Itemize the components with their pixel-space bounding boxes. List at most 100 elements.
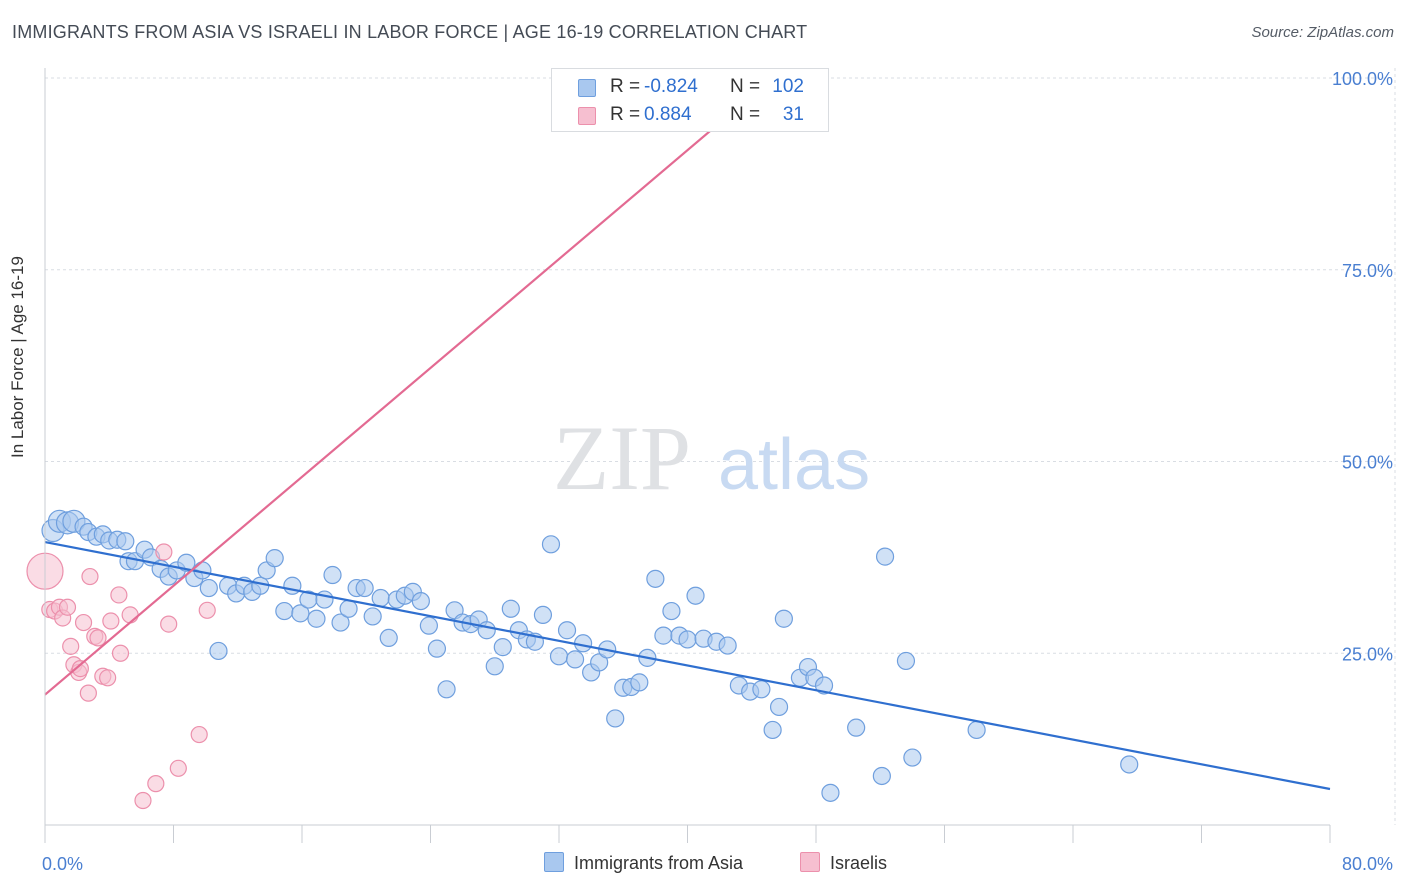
asia-point bbox=[678, 630, 697, 649]
asia-point bbox=[606, 709, 625, 728]
grid-layer bbox=[45, 68, 1396, 825]
asia-point bbox=[541, 535, 561, 554]
israel-point bbox=[58, 598, 77, 616]
asia-point bbox=[565, 650, 585, 669]
legend-row-asia: R = -0.824 N = 102 bbox=[552, 73, 828, 101]
asia-point bbox=[307, 609, 326, 628]
asia-point bbox=[331, 613, 350, 632]
israel-point bbox=[134, 791, 152, 810]
israel-point bbox=[81, 567, 99, 586]
asia-point bbox=[477, 621, 496, 640]
asia-point bbox=[967, 720, 986, 740]
bottom-legend-swatch-asia bbox=[544, 852, 564, 872]
watermark-zip: ZIP bbox=[553, 407, 691, 509]
asia-point bbox=[419, 616, 438, 635]
israel-point bbox=[147, 775, 165, 793]
asia-point bbox=[116, 532, 135, 551]
legend-n-label: N = bbox=[730, 76, 761, 97]
bottom-legend-label-asia: Immigrants from Asia bbox=[574, 853, 744, 873]
asia-point bbox=[557, 621, 577, 640]
israel-point bbox=[99, 669, 117, 687]
israel-point bbox=[169, 759, 187, 777]
asia-point bbox=[275, 601, 294, 621]
israel-point bbox=[110, 586, 128, 604]
asia-point bbox=[630, 673, 649, 692]
x-tick-label: 80.0% bbox=[1342, 854, 1393, 874]
y-tick-label: 25.0% bbox=[1342, 644, 1393, 664]
asia-point bbox=[323, 565, 342, 585]
legend-r-value: -0.824 bbox=[644, 76, 698, 97]
asia-point bbox=[549, 647, 569, 666]
asia-point bbox=[493, 638, 512, 657]
asia-point bbox=[355, 578, 374, 598]
israel-point bbox=[198, 601, 216, 619]
asia-point bbox=[646, 569, 665, 588]
y-tick-label: 75.0% bbox=[1342, 261, 1393, 281]
source-label: Source: ZipAtlas.com bbox=[1251, 24, 1394, 41]
axis-layer: 25.0% 50.0% 75.0% 100.0% 0.0% 80.0% bbox=[42, 68, 1393, 874]
asia-point bbox=[896, 651, 916, 671]
israel-point bbox=[111, 644, 130, 662]
bottom-legend-label-israel: Israelis bbox=[830, 853, 888, 873]
israel-trend-line bbox=[44, 77, 774, 696]
legend-swatch-asia bbox=[578, 79, 596, 97]
asia-point bbox=[875, 547, 895, 566]
legend-n-value: 102 bbox=[772, 76, 804, 97]
asia-point bbox=[774, 609, 793, 628]
asia-point bbox=[209, 641, 228, 661]
legend-n-value: 31 bbox=[782, 104, 804, 125]
chart-title: IMMIGRANTS FROM ASIA VS ISRAELI IN LABOR… bbox=[12, 22, 808, 42]
correlation-legend: R = -0.824 N = 102 R = 0.884 N = 31 bbox=[551, 68, 829, 132]
watermark: ZIP atlas bbox=[553, 407, 870, 509]
israel-point bbox=[74, 613, 93, 632]
bottom-legend-swatch-israel bbox=[800, 852, 820, 872]
legend-r-label: R = bbox=[610, 104, 641, 125]
israel-point bbox=[190, 725, 208, 744]
asia-point bbox=[752, 680, 771, 699]
asia-point bbox=[199, 578, 218, 598]
israel-point bbox=[155, 543, 173, 561]
legend-n-label: N = bbox=[730, 104, 761, 125]
asia-point bbox=[501, 599, 520, 618]
asia-point bbox=[363, 607, 382, 626]
asia-point bbox=[533, 605, 553, 625]
asia-point bbox=[847, 718, 866, 737]
asia-point bbox=[590, 653, 609, 672]
bottom-legend-israel: Israelis bbox=[800, 852, 887, 874]
asia-point bbox=[177, 553, 196, 572]
asia-point bbox=[654, 626, 673, 645]
y-tick-label: 100.0% bbox=[1332, 69, 1393, 89]
trend-layer bbox=[44, 77, 1331, 791]
legend-swatch-israel bbox=[578, 107, 596, 125]
asia-point bbox=[265, 549, 284, 568]
asia-point bbox=[251, 576, 270, 595]
asia-point bbox=[339, 599, 358, 618]
asia-point bbox=[371, 588, 390, 608]
legend-row-israel: R = 0.884 N = 31 bbox=[552, 101, 828, 129]
israel-point bbox=[79, 684, 97, 702]
asia-point bbox=[821, 783, 840, 802]
x-tick-label: 0.0% bbox=[42, 854, 83, 874]
asia-point bbox=[485, 657, 504, 676]
asia-point bbox=[769, 697, 789, 717]
asia-point bbox=[686, 586, 705, 605]
asia-point bbox=[903, 748, 922, 767]
israel-point bbox=[121, 606, 139, 624]
israel-point bbox=[102, 612, 120, 630]
y-tick-label: 50.0% bbox=[1342, 453, 1393, 473]
asia-point bbox=[291, 604, 310, 623]
asia-point bbox=[1120, 755, 1139, 774]
asia-point bbox=[427, 639, 447, 658]
asia-point bbox=[379, 628, 398, 648]
asia-point bbox=[814, 676, 834, 695]
asia-point bbox=[763, 720, 782, 740]
asia-point bbox=[437, 680, 456, 699]
legend-r-value: 0.884 bbox=[644, 104, 692, 125]
israel-point bbox=[160, 615, 178, 633]
asia-point bbox=[662, 601, 681, 621]
watermark-atlas: atlas bbox=[718, 425, 870, 505]
legend-r-label: R = bbox=[610, 76, 641, 97]
asia-point bbox=[718, 636, 737, 655]
israel-point bbox=[62, 637, 80, 655]
